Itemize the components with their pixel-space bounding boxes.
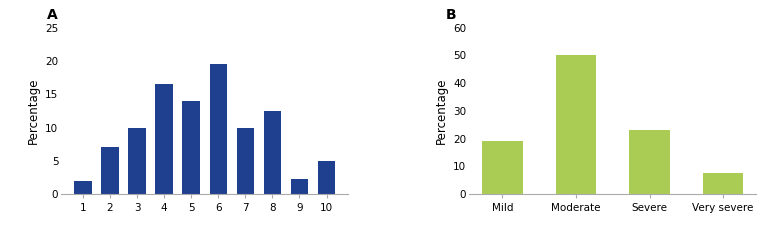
Bar [155, 84, 173, 194]
Bar [209, 64, 227, 194]
Text: A: A [47, 8, 57, 22]
Bar [555, 55, 596, 194]
Bar [318, 161, 335, 194]
Bar [290, 179, 309, 194]
Bar [183, 101, 200, 194]
Bar [102, 147, 119, 194]
Bar [264, 111, 281, 194]
Bar [630, 130, 670, 194]
Y-axis label: Percentage: Percentage [27, 78, 40, 144]
Bar [237, 128, 254, 194]
Bar [703, 173, 743, 194]
Bar [482, 141, 523, 194]
Bar [74, 181, 92, 194]
Text: B: B [446, 8, 457, 22]
Y-axis label: Percentage: Percentage [435, 78, 448, 144]
Bar [128, 128, 146, 194]
